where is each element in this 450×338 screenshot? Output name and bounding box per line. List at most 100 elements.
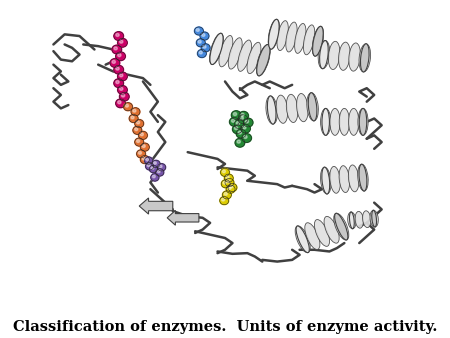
Ellipse shape bbox=[308, 93, 317, 121]
Circle shape bbox=[153, 175, 155, 178]
Circle shape bbox=[117, 101, 121, 104]
Circle shape bbox=[129, 115, 138, 123]
Circle shape bbox=[158, 164, 166, 171]
Circle shape bbox=[140, 133, 144, 136]
Circle shape bbox=[145, 163, 154, 170]
Circle shape bbox=[152, 160, 160, 168]
Circle shape bbox=[198, 49, 207, 57]
Ellipse shape bbox=[328, 41, 340, 70]
Ellipse shape bbox=[305, 223, 320, 249]
Circle shape bbox=[136, 121, 140, 124]
Circle shape bbox=[114, 65, 124, 74]
Circle shape bbox=[228, 184, 237, 192]
Ellipse shape bbox=[269, 19, 279, 49]
Ellipse shape bbox=[296, 226, 309, 252]
Circle shape bbox=[120, 74, 123, 77]
Circle shape bbox=[116, 52, 126, 61]
Ellipse shape bbox=[324, 216, 339, 243]
Circle shape bbox=[228, 187, 231, 190]
Circle shape bbox=[126, 104, 128, 107]
Ellipse shape bbox=[276, 95, 288, 123]
Circle shape bbox=[245, 120, 248, 123]
Circle shape bbox=[231, 119, 235, 122]
Circle shape bbox=[133, 126, 142, 134]
Circle shape bbox=[151, 174, 159, 181]
Circle shape bbox=[116, 99, 126, 108]
Ellipse shape bbox=[335, 213, 348, 240]
Ellipse shape bbox=[286, 94, 298, 122]
Ellipse shape bbox=[322, 108, 329, 135]
Circle shape bbox=[116, 67, 119, 70]
Circle shape bbox=[196, 29, 199, 31]
Circle shape bbox=[149, 165, 158, 173]
Circle shape bbox=[222, 170, 225, 173]
Circle shape bbox=[201, 44, 210, 52]
Circle shape bbox=[117, 39, 127, 47]
Circle shape bbox=[235, 138, 245, 147]
Circle shape bbox=[135, 138, 144, 146]
Circle shape bbox=[239, 112, 248, 120]
Ellipse shape bbox=[268, 19, 279, 49]
Circle shape bbox=[112, 61, 116, 64]
Circle shape bbox=[114, 32, 124, 41]
Ellipse shape bbox=[358, 164, 368, 191]
Circle shape bbox=[238, 131, 242, 134]
Circle shape bbox=[153, 162, 157, 164]
Circle shape bbox=[243, 126, 246, 129]
Circle shape bbox=[233, 125, 242, 134]
Circle shape bbox=[156, 169, 164, 176]
Ellipse shape bbox=[320, 41, 328, 69]
Ellipse shape bbox=[348, 212, 356, 229]
Ellipse shape bbox=[256, 45, 270, 76]
Circle shape bbox=[135, 128, 138, 131]
Circle shape bbox=[117, 54, 121, 57]
Circle shape bbox=[244, 136, 247, 139]
Text: Classification of enzymes.  Units of enzyme activity.: Classification of enzymes. Units of enzy… bbox=[13, 320, 437, 334]
Ellipse shape bbox=[338, 42, 350, 70]
Circle shape bbox=[203, 45, 206, 48]
Circle shape bbox=[224, 174, 233, 182]
Ellipse shape bbox=[330, 166, 340, 193]
Ellipse shape bbox=[348, 165, 359, 192]
Circle shape bbox=[202, 33, 205, 37]
Circle shape bbox=[135, 120, 144, 128]
Ellipse shape bbox=[286, 22, 297, 52]
Circle shape bbox=[137, 150, 145, 158]
Circle shape bbox=[140, 155, 149, 164]
Circle shape bbox=[114, 79, 124, 88]
Circle shape bbox=[225, 178, 234, 187]
Circle shape bbox=[131, 116, 134, 119]
Ellipse shape bbox=[358, 108, 368, 135]
Circle shape bbox=[114, 47, 117, 50]
Circle shape bbox=[157, 170, 160, 173]
Circle shape bbox=[194, 27, 203, 35]
Circle shape bbox=[133, 110, 136, 112]
Ellipse shape bbox=[297, 94, 308, 122]
Circle shape bbox=[116, 80, 119, 83]
Circle shape bbox=[139, 131, 148, 139]
Circle shape bbox=[151, 167, 154, 169]
Circle shape bbox=[233, 113, 237, 116]
Ellipse shape bbox=[219, 35, 233, 67]
Ellipse shape bbox=[360, 44, 369, 72]
Circle shape bbox=[142, 157, 145, 160]
Circle shape bbox=[223, 182, 226, 184]
Circle shape bbox=[136, 140, 140, 143]
Ellipse shape bbox=[238, 40, 252, 71]
Circle shape bbox=[200, 32, 209, 40]
Ellipse shape bbox=[363, 211, 371, 227]
FancyArrow shape bbox=[167, 210, 199, 225]
Circle shape bbox=[230, 185, 233, 188]
Ellipse shape bbox=[247, 42, 261, 74]
Circle shape bbox=[236, 122, 240, 125]
Ellipse shape bbox=[350, 212, 354, 229]
Ellipse shape bbox=[359, 164, 367, 191]
Circle shape bbox=[139, 151, 142, 154]
Circle shape bbox=[227, 180, 230, 183]
Circle shape bbox=[120, 40, 123, 43]
Circle shape bbox=[220, 197, 229, 205]
Circle shape bbox=[124, 103, 132, 111]
Ellipse shape bbox=[267, 96, 276, 124]
Ellipse shape bbox=[318, 41, 330, 69]
Ellipse shape bbox=[359, 108, 367, 135]
